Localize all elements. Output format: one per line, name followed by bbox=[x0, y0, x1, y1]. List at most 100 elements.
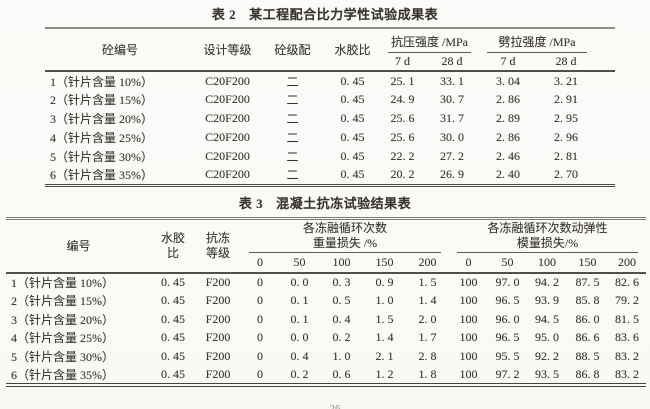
col-header-design-grade: 设计等级 bbox=[203, 43, 252, 57]
cell: 93. 5 bbox=[535, 366, 560, 381]
table2-header: 砼编号 设计等级 砼级配 水胶比 抗压强度 /MPa 劈拉强度 /MPa 7 d… bbox=[45, 28, 616, 71]
group-header-compressive-strength: 抗压强度 /MPa bbox=[380, 28, 479, 53]
table3-caption-number: 表 3 bbox=[238, 195, 264, 211]
col-header-frost-grade-line1: 抗冻 bbox=[205, 230, 230, 245]
cell: F200 bbox=[205, 366, 231, 381]
cell: 0. 0 bbox=[290, 275, 309, 290]
group-header-weight-loss: 各冻融循环次数 重量损失 /% bbox=[241, 218, 449, 253]
cell: 2. 8 bbox=[418, 348, 437, 363]
cell: 1. 2 bbox=[375, 366, 394, 381]
cycle-header: 100 bbox=[538, 255, 557, 269]
specimen-label: 1（针片含量 10%） bbox=[50, 74, 153, 89]
cell: 2. 95 bbox=[554, 111, 579, 125]
cell: 85. 8 bbox=[575, 293, 600, 308]
col-header-concrete-no: 砼编号 bbox=[101, 43, 138, 57]
cell: 20. 2 bbox=[390, 167, 415, 182]
cell: 1. 0 bbox=[375, 293, 394, 308]
spacer-cell bbox=[595, 28, 615, 71]
table3-frost-resistance-results: 编号 水胶 比 抗冻 等级 各冻融循环次数 重量损失 /% 各冻融循环次数动弹性… bbox=[6, 216, 647, 387]
cell: 1. 4 bbox=[418, 293, 437, 308]
cell: 88. 5 bbox=[575, 348, 600, 363]
cell: 87. 5 bbox=[575, 275, 600, 290]
cell: 30. 0 bbox=[440, 130, 464, 144]
sub-header-7d: 7 d bbox=[500, 54, 516, 68]
cell: 二 bbox=[286, 112, 299, 126]
cell: C20F200 bbox=[205, 73, 250, 88]
cell: 81. 5 bbox=[615, 311, 640, 326]
cell: 3. 04 bbox=[496, 73, 521, 88]
cell: 2. 1 bbox=[375, 348, 394, 363]
cell: 0. 45 bbox=[161, 293, 185, 308]
table2-header-row-2: 7 d 28 d 7 d 28 d bbox=[45, 53, 615, 71]
cell: 2. 86 bbox=[496, 92, 521, 106]
specimen-label: 3（针片含量 20%） bbox=[50, 112, 153, 126]
col-header-frost-grade-line2: 等级 bbox=[205, 245, 230, 260]
table2-title: 表 2 某工程配合比力学性试验成果表 bbox=[0, 0, 650, 25]
page-number-partial: 26 bbox=[318, 404, 352, 409]
spacer-cell bbox=[595, 71, 615, 90]
cycle-header: 200 bbox=[618, 255, 637, 269]
cycle-header: 0 bbox=[465, 255, 472, 269]
cell: 2. 46 bbox=[496, 149, 521, 163]
cell: 0 bbox=[257, 311, 263, 326]
cell: 0. 0 bbox=[290, 330, 309, 345]
table2-body: 1（针片含量 10%） C20F200 二 0. 45 25. 1 33. 1 … bbox=[45, 71, 615, 185]
cell: 100 bbox=[459, 311, 478, 326]
table-row: 2（针片含量 15%） 0. 45 F200 0 0. 1 0. 5 1. 0 … bbox=[6, 292, 646, 311]
cell: 83. 6 bbox=[615, 330, 640, 345]
cell: 1. 5 bbox=[418, 275, 437, 290]
sub-header-28d: 28 d bbox=[555, 54, 577, 68]
cell: 0 bbox=[257, 348, 263, 363]
cell: 2. 86 bbox=[496, 130, 521, 144]
cycle-header: 50 bbox=[501, 255, 514, 269]
cell: 0. 45 bbox=[340, 167, 365, 182]
cell: 30. 7 bbox=[440, 92, 464, 106]
cell: 3. 21 bbox=[554, 73, 579, 88]
table2-header-row-1: 砼编号 设计等级 砼级配 水胶比 抗压强度 /MPa 劈拉强度 /MPa bbox=[45, 28, 615, 57]
specimen-label: 2（针片含量 15%） bbox=[11, 294, 114, 309]
cell: 二 bbox=[286, 74, 299, 89]
table-row: 5（针片含量 30%） 0. 45 F200 0 0. 4 1. 0 2. 1 … bbox=[6, 347, 646, 366]
cell: 2. 70 bbox=[554, 167, 579, 182]
specimen-label: 4（针片含量 25%） bbox=[11, 331, 114, 346]
specimen-label: 5（针片含量 30%） bbox=[11, 349, 114, 364]
col-header-water-binder-line1: 水胶 bbox=[160, 230, 185, 245]
cell: 82. 6 bbox=[615, 275, 640, 290]
cell: 94. 5 bbox=[535, 311, 560, 326]
cell: 0. 45 bbox=[340, 130, 365, 144]
cell: 0 bbox=[257, 366, 263, 381]
col-header-water-binder: 水胶比 bbox=[334, 43, 371, 57]
table3-header-row-1: 编号 水胶 比 抗冻 等级 各冻融循环次数 重量损失 /% 各冻融循环次数动弹性… bbox=[6, 218, 646, 260]
cell: 97. 0 bbox=[495, 275, 520, 290]
cycle-header: 0 bbox=[257, 255, 263, 269]
cell: 0. 45 bbox=[161, 311, 185, 326]
cell: C20F200 bbox=[205, 167, 250, 182]
table2-mechanical-results: 砼编号 设计等级 砼级配 水胶比 抗压强度 /MPa 劈拉强度 /MPa 7 d… bbox=[45, 27, 616, 187]
cell: 86. 0 bbox=[575, 311, 600, 326]
cell: 1. 0 bbox=[332, 348, 351, 363]
specimen-label: 2（针片含量 15%） bbox=[50, 93, 153, 107]
table3-title: 表 3 混凝土抗冻试验结果表 bbox=[0, 187, 650, 214]
cell: 86. 8 bbox=[575, 366, 600, 381]
sub-header-28d: 28 d bbox=[441, 54, 463, 68]
cell: 0. 4 bbox=[290, 348, 309, 363]
cell: 2. 40 bbox=[496, 167, 521, 182]
table3-body: 1（针片含量 10%） 0. 45 F200 0 0. 0 0. 3 0. 9 … bbox=[6, 273, 646, 385]
table-row: 1（针片含量 10%） 0. 45 F200 0 0. 0 0. 3 0. 9 … bbox=[6, 273, 646, 292]
cycle-header: 50 bbox=[293, 255, 306, 269]
cell: 2. 89 bbox=[496, 111, 521, 125]
cell: 94. 2 bbox=[535, 275, 560, 290]
specimen-label: 4（针片含量 25%） bbox=[50, 131, 153, 145]
col-header-water-binder-line2: 比 bbox=[166, 245, 179, 260]
cell: 0. 9 bbox=[375, 275, 394, 290]
specimen-label: 3（针片含量 20%） bbox=[11, 312, 114, 327]
cell: 二 bbox=[286, 168, 299, 183]
cell: 95. 0 bbox=[535, 330, 560, 345]
table-row: 5（针片含量 30%） C20F200 二 0. 45 22. 2 27. 2 … bbox=[45, 147, 615, 166]
cell: 79. 2 bbox=[615, 293, 640, 308]
cell: 二 bbox=[286, 93, 299, 107]
spacer-cell bbox=[595, 166, 615, 185]
cell: F200 bbox=[205, 330, 231, 345]
cell: 0. 45 bbox=[340, 92, 365, 106]
cell: 2. 81 bbox=[554, 149, 579, 163]
